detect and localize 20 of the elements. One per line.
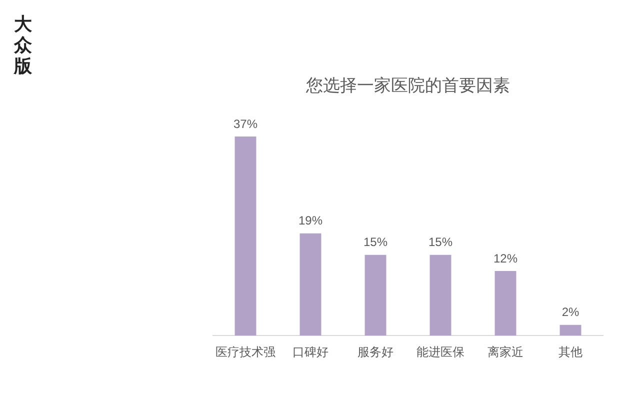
- bar: [560, 324, 582, 336]
- x-tick-label: 其他: [558, 345, 582, 360]
- bar: [234, 136, 256, 336]
- x-tick-label: 医疗技术强: [216, 345, 276, 360]
- x-tick-label: 口碑好: [292, 345, 328, 360]
- data-label: 19%: [298, 214, 323, 228]
- x-tick-label: 服务好: [358, 345, 394, 360]
- bar: [300, 233, 322, 336]
- bar: [430, 254, 452, 336]
- chart-title: 您选择一家医院的首要因素: [305, 76, 510, 95]
- data-label: 12%: [493, 251, 518, 266]
- x-tick-label: 能进医保: [416, 345, 464, 360]
- x-tick-label: 离家近: [488, 345, 524, 360]
- data-label: 15%: [363, 235, 388, 250]
- data-label: 37%: [233, 116, 258, 131]
- data-label: 15%: [428, 235, 453, 250]
- bar: [494, 271, 516, 336]
- bar: [364, 254, 386, 336]
- data-label: 2%: [562, 305, 580, 320]
- text: 大众版: [14, 14, 33, 77]
